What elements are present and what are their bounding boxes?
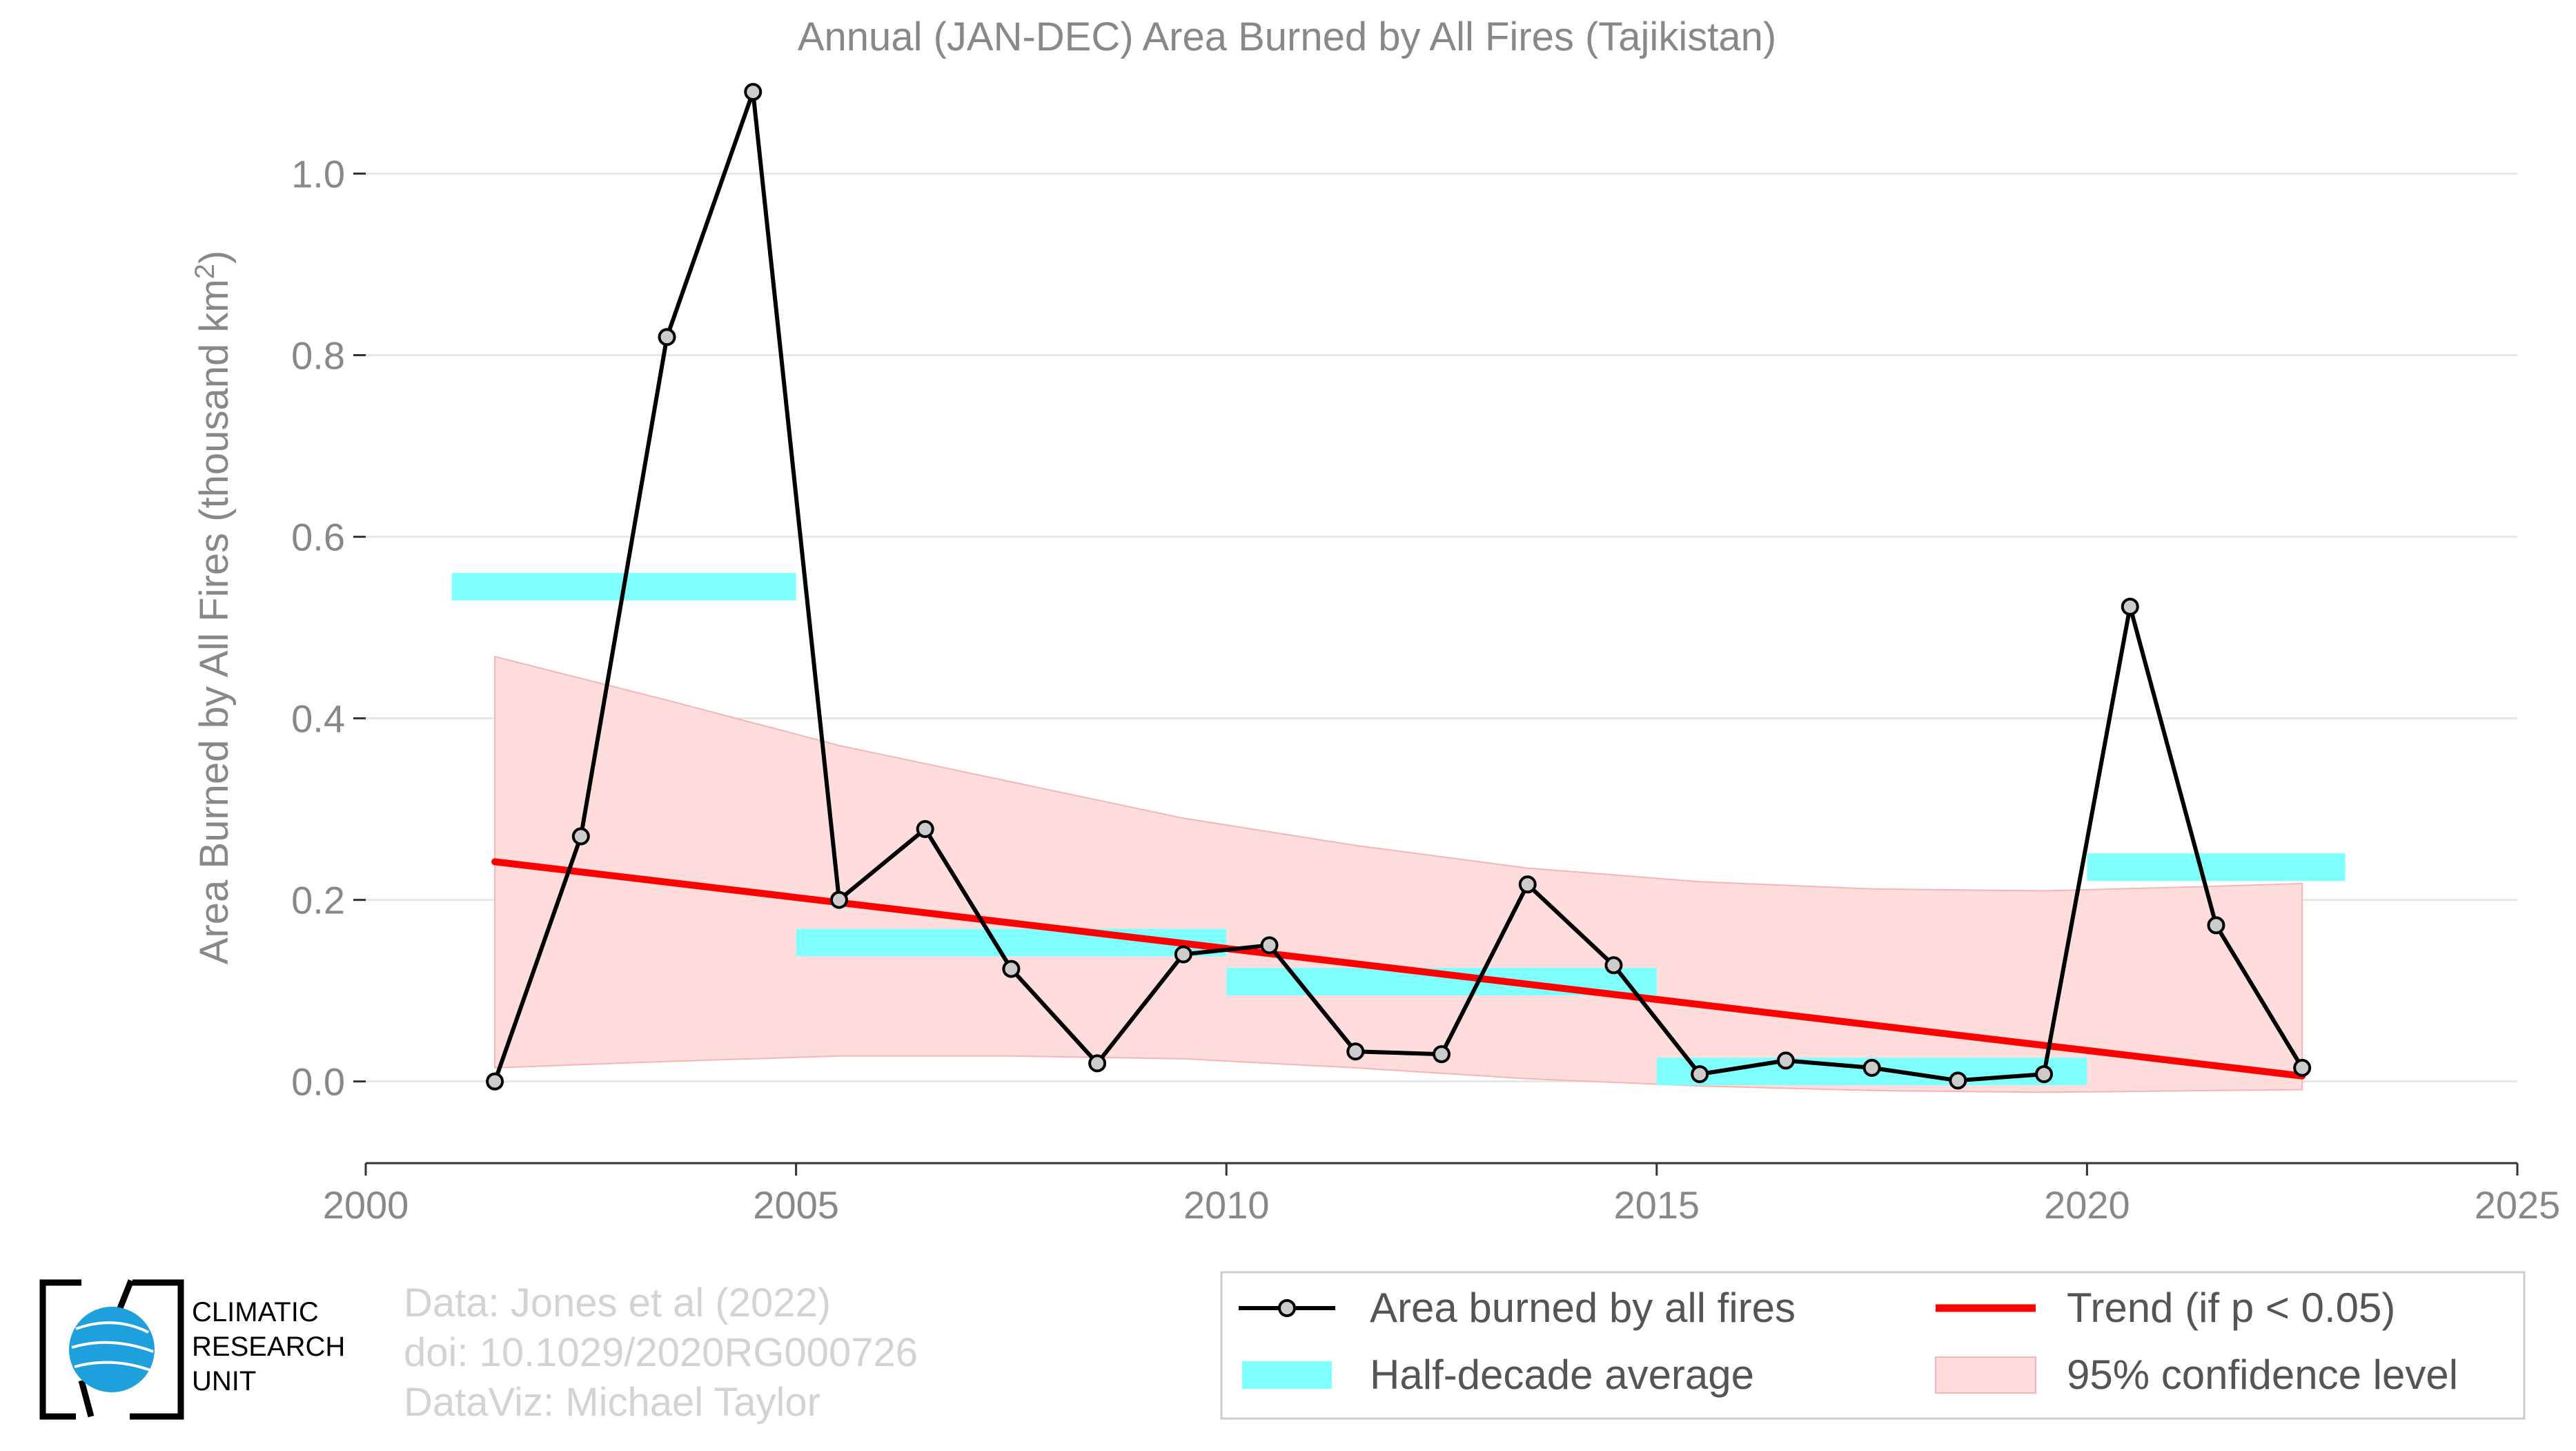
x-tick-label: 2015: [1614, 1183, 1700, 1227]
legend-key-average: [1242, 1361, 1332, 1389]
cru-logo: [39, 1279, 184, 1420]
confidence-band: [494, 655, 2303, 1093]
data-point: [486, 1072, 504, 1091]
y-tick-label: 0.6: [291, 516, 345, 559]
y-tick-label: 1.0: [291, 153, 345, 196]
data-point: [1260, 936, 1279, 955]
legend-label-average: Half-decade average: [1370, 1352, 1755, 1398]
chart-title: Annual (JAN-DEC) Area Burned by All Fire…: [798, 14, 1776, 59]
y-tick-label: 0.4: [291, 697, 345, 741]
x-tick-label: 2000: [323, 1183, 409, 1227]
y-tick-label: 0.8: [291, 334, 345, 378]
data-point: [1518, 875, 1537, 894]
data-point: [2293, 1058, 2312, 1077]
data-point: [571, 827, 590, 846]
data-point: [658, 328, 676, 347]
data-point: [2121, 597, 2139, 616]
y-tick-label: 0.0: [291, 1060, 345, 1104]
data-point: [1088, 1054, 1107, 1073]
data-point: [1174, 945, 1192, 964]
axes: 0.0 0.2 0.4 0.6 0.8 1.0 2000 2005 2010 2015 2020 20…: [291, 153, 2560, 1227]
data-point: [916, 820, 934, 839]
legend-key-confidence: [1935, 1356, 2036, 1394]
confidence-band-layer: [494, 655, 2303, 1093]
legend: [1220, 1271, 2526, 1420]
trend-line: [491, 858, 2306, 1080]
trend-layer: [491, 858, 2306, 1080]
data-point: [2207, 916, 2225, 935]
legend-label-line: Area burned by all fires: [1370, 1285, 1796, 1331]
globe-icon: [69, 1307, 155, 1392]
data-point: [1691, 1065, 1709, 1084]
data-point: [1002, 960, 1021, 978]
credit-dataviz: DataViz: Michael Taylor: [404, 1380, 820, 1425]
x-tick-label: 2010: [1183, 1183, 1270, 1227]
data-point: [1949, 1071, 1967, 1090]
data-point: [1433, 1045, 1451, 1064]
data-point: [744, 83, 763, 101]
credit-doi: doi: 10.1029/2020RG000726: [404, 1330, 918, 1375]
credit-data: Data: Jones et al (2022): [404, 1280, 832, 1325]
data-point: [1862, 1058, 1881, 1077]
legend-key-marker: [1278, 1299, 1296, 1317]
data-point: [1776, 1051, 1795, 1070]
y-tick-label: 0.2: [291, 879, 345, 922]
y-axis-label: Area Burned by All Fires (thousand km2): [190, 251, 237, 965]
series-line: [493, 90, 2304, 1083]
logo-text-1: CLIMATIC: [192, 1297, 319, 1327]
x-tick-label: 2005: [753, 1183, 839, 1227]
x-tick-label: 2025: [2475, 1183, 2561, 1227]
logo-text-3: UNIT: [192, 1366, 257, 1396]
data-point: [829, 890, 848, 909]
logo-text-2: RESEARCH: [192, 1332, 346, 1362]
data-point: [2035, 1065, 2054, 1084]
x-tick-label: 2020: [2044, 1183, 2130, 1227]
data-point: [1346, 1042, 1365, 1061]
legend-label-confidence: 95% confidence level: [2067, 1352, 2459, 1398]
half-decade-average-bar: [2087, 853, 2346, 882]
legend-label-trend: Trend (if p < 0.05): [2067, 1285, 2396, 1331]
series-layer: [486, 83, 2312, 1091]
data-point: [1604, 956, 1623, 975]
